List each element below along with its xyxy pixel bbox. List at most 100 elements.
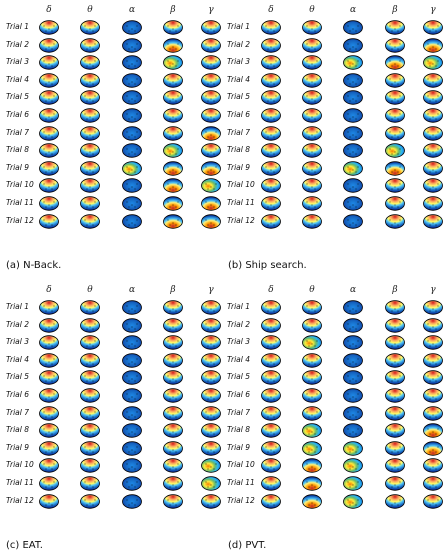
- topo-map: [80, 161, 100, 176]
- topo-map: [302, 476, 322, 491]
- topo-map: [302, 143, 322, 158]
- topo-map: [122, 55, 142, 70]
- topo-map: [80, 493, 100, 509]
- topo-map: [163, 388, 183, 403]
- topo-map: [39, 300, 59, 315]
- topo-map: [39, 335, 59, 350]
- topo-map: [39, 493, 59, 509]
- topo-map: [302, 178, 322, 194]
- trial-label: Trial 7: [227, 407, 251, 417]
- topo-map: [122, 458, 142, 474]
- panel-caption: (b) Ship search.: [228, 260, 307, 271]
- band-header: γ: [430, 285, 436, 295]
- trial-label: Trial 3: [227, 337, 251, 347]
- topo-map: [80, 370, 100, 386]
- topo-map: [80, 213, 100, 229]
- topo-map: [385, 125, 405, 141]
- band-header: θ: [87, 285, 93, 295]
- topo-map: [302, 335, 322, 350]
- topo-map: [201, 20, 221, 35]
- topo-map: [385, 161, 405, 176]
- trial-label: Trial 10: [227, 460, 255, 470]
- topo-map: [423, 388, 443, 403]
- topo-map: [385, 458, 405, 474]
- topo-map: [385, 317, 405, 333]
- topo-map: [302, 423, 322, 438]
- topo-map: [163, 476, 183, 491]
- topo-map: [163, 55, 183, 70]
- topo-map: [122, 178, 142, 194]
- topo-map: [80, 353, 100, 368]
- topo-map: [261, 423, 281, 438]
- topo-map: [385, 476, 405, 491]
- topo-map: [201, 178, 221, 194]
- topo-map: [122, 423, 142, 438]
- trial-label: Trial 2: [6, 319, 30, 329]
- trial-label: Trial 2: [227, 39, 251, 49]
- topo-map: [261, 161, 281, 176]
- topo-map: [39, 161, 59, 176]
- topo-map: [343, 55, 363, 70]
- topo-map: [343, 441, 363, 456]
- topo-map: [343, 108, 363, 123]
- topo-map: [201, 423, 221, 438]
- topo-map: [423, 108, 443, 123]
- topo-map: [423, 20, 443, 35]
- topo-map: [39, 317, 59, 333]
- trial-label: Trial 4: [227, 74, 251, 84]
- topo-map: [201, 125, 221, 141]
- topo-map: [122, 108, 142, 123]
- topo-map: [423, 196, 443, 211]
- trial-label: Trial 8: [227, 425, 251, 435]
- trial-label: Trial 11: [6, 478, 34, 487]
- topo-map: [261, 317, 281, 333]
- topo-map: [163, 108, 183, 123]
- topo-map: [201, 493, 221, 509]
- topo-map: [423, 441, 443, 456]
- topo-map: [80, 476, 100, 491]
- topo-map: [122, 143, 142, 158]
- topo-map: [80, 178, 100, 194]
- topo-map: [385, 90, 405, 106]
- topo-map: [201, 300, 221, 315]
- topo-map: [80, 388, 100, 403]
- topo-map: [343, 405, 363, 421]
- topo-map: [343, 317, 363, 333]
- topo-map: [122, 73, 142, 88]
- topo-map: [80, 143, 100, 158]
- topo-map: [163, 493, 183, 509]
- topo-map: [343, 476, 363, 491]
- topo-map: [39, 143, 59, 158]
- topo-map: [80, 317, 100, 333]
- topo-map: [385, 37, 405, 53]
- topo-map: [261, 178, 281, 194]
- trial-label: Trial 1: [227, 22, 251, 31]
- topo-map: [423, 55, 443, 70]
- topo-map: [302, 55, 322, 70]
- band-header: α: [128, 285, 136, 295]
- topo-map: [80, 55, 100, 70]
- trial-label: Trial 6: [227, 390, 251, 399]
- topo-map: [201, 458, 221, 474]
- trial-label: Trial 2: [227, 319, 251, 329]
- topo-map: [385, 353, 405, 368]
- topo-map: [423, 335, 443, 350]
- topo-map: [385, 213, 405, 229]
- topo-map: [39, 196, 59, 211]
- topo-map: [343, 161, 363, 176]
- trial-label: Trial 3: [227, 57, 251, 67]
- topo-map: [163, 161, 183, 176]
- topo-map: [261, 405, 281, 421]
- topo-map: [201, 108, 221, 123]
- trial-label: Trial 3: [6, 57, 30, 67]
- band-header: δ: [46, 5, 52, 15]
- trial-label: Trial 1: [6, 22, 30, 31]
- topo-map: [122, 213, 142, 229]
- topo-map: [80, 405, 100, 421]
- topo-map: [302, 493, 322, 509]
- topo-map: [39, 90, 59, 106]
- topo-map: [302, 73, 322, 88]
- topo-map: [163, 196, 183, 211]
- topo-map: [261, 213, 281, 229]
- band-header: β: [392, 5, 398, 15]
